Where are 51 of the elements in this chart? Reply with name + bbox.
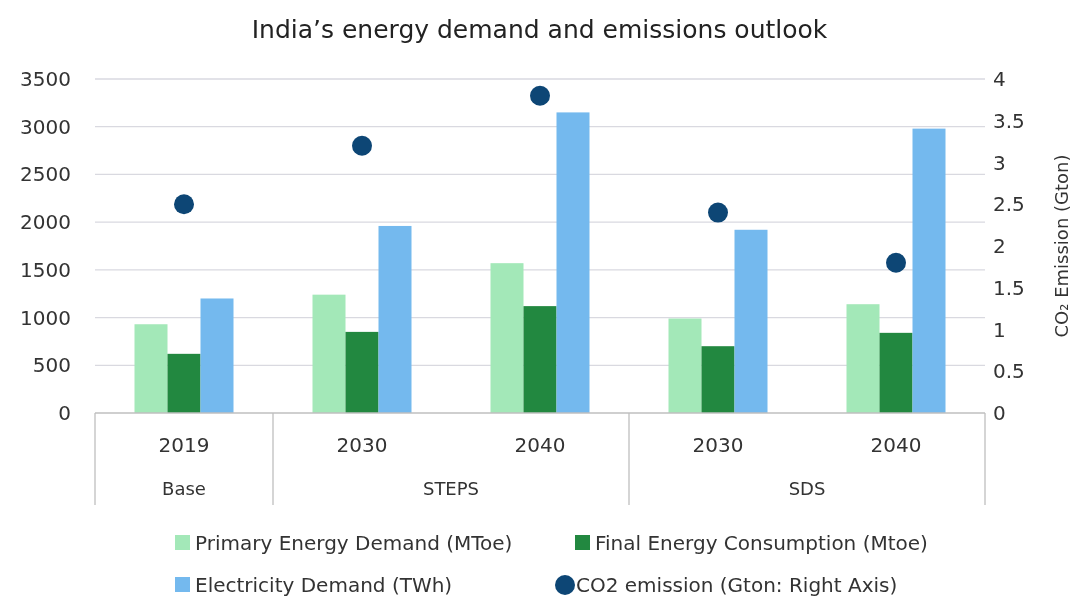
point (174, 194, 194, 215)
y2-tick-label: 1 (993, 317, 1006, 342)
y2-tick-label: 2.5 (993, 192, 1025, 217)
x-tick-label: 2019 (158, 433, 210, 457)
bar (312, 294, 346, 413)
x-tick-label: 2040 (514, 433, 566, 457)
y-tick-label: 3000 (20, 114, 71, 139)
x-tick-label: 2030 (692, 433, 744, 457)
text: SDS (788, 478, 826, 499)
bar (345, 331, 379, 413)
bar (167, 353, 201, 413)
bar (734, 229, 768, 413)
y2-tick-label: 0.5 (993, 359, 1025, 384)
bar (701, 346, 735, 413)
bar (879, 332, 913, 413)
legend-label: Primary Energy Demand (MToe) (195, 531, 513, 555)
point (352, 135, 372, 156)
bar (668, 318, 702, 413)
bar (490, 263, 524, 413)
y-tick-label: 2500 (20, 162, 71, 187)
bar (378, 225, 412, 413)
y-tick-label: 1500 (20, 257, 71, 282)
y2-tick-label: 0 (993, 401, 1006, 425)
text: Base (162, 478, 206, 499)
y-tick-label: 0 (58, 401, 71, 425)
y-tick-label: 3500 (20, 67, 71, 91)
legend-label: Final Energy Consumption (Mtoe) (595, 531, 928, 555)
y-tick-label: 1000 (20, 305, 71, 330)
legend-label: Electricity Demand (TWh) (195, 573, 453, 597)
y2-tick-label: 2 (993, 234, 1006, 258)
x-tick-label: 2030 (336, 433, 388, 457)
bar (846, 304, 880, 413)
y2-tick-label: 1.5 (993, 275, 1025, 300)
bar (134, 324, 168, 413)
point (886, 252, 906, 273)
y-tick-label: 2000 (20, 210, 71, 235)
bar (523, 306, 557, 413)
chart-title: India’s energy demand and emissions outlook (251, 15, 828, 44)
bar (912, 128, 946, 413)
y2-tick-label: 4 (993, 67, 1006, 91)
y-tick-label: 500 (32, 353, 71, 378)
bar (200, 298, 234, 413)
y2-tick-label: 3.5 (993, 108, 1025, 133)
point (530, 85, 550, 106)
bar (556, 112, 590, 413)
y2-axis-title: CO₂ Emission (Gton) (1051, 154, 1072, 338)
legend-label: CO2 emission (Gton: Right Axis) (576, 573, 898, 597)
point (708, 202, 728, 223)
y2-tick-label: 3 (993, 150, 1006, 175)
x-tick-label: 2040 (870, 433, 922, 457)
text: STEPS (422, 478, 480, 499)
